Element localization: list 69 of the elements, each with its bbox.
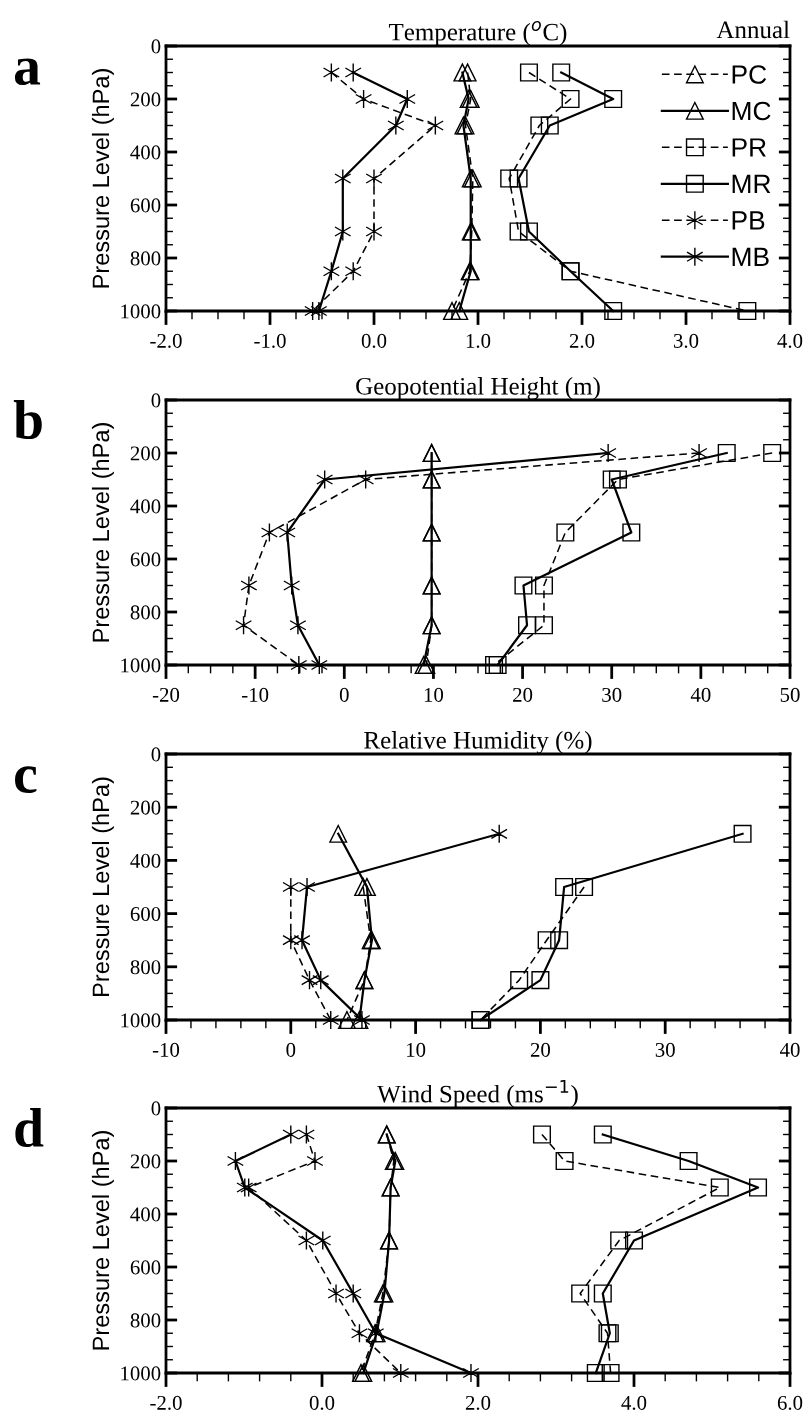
x-tick-label: 0.0 — [361, 333, 387, 348]
y-tick-label: 200 — [130, 800, 161, 815]
x-tick-label: 1.0 — [466, 333, 491, 348]
x-tick-label: 6.0 — [777, 1395, 803, 1410]
x-tick-label: 0.0 — [309, 1395, 335, 1410]
x-tick-label: 2.0 — [569, 333, 595, 348]
x-tick-label: 2.0 — [465, 1395, 491, 1410]
y-tick-label: 800 — [130, 1313, 161, 1328]
legend-label: PR — [732, 138, 766, 157]
y-tick-label: 200 — [130, 92, 161, 107]
y-tick-label: 0 — [151, 1101, 161, 1116]
y-tick-label: 200 — [130, 446, 161, 461]
text: a — [14, 58, 41, 86]
x-tick-label: 0 — [286, 1042, 296, 1057]
text: d — [15, 1108, 44, 1148]
x-tick-label: 10 — [407, 1042, 426, 1057]
y-tick-label: 0 — [151, 39, 161, 54]
text: c — [15, 766, 37, 794]
x-tick-label: 40 — [779, 1042, 800, 1057]
chart-title: Relative Humidity (%) — [364, 731, 592, 754]
x-tick-label: -10 — [152, 1042, 180, 1057]
y-tick-label: 600 — [130, 198, 161, 213]
x-tick-label: 30 — [655, 1042, 675, 1057]
x-tick-label: -20 — [152, 687, 180, 702]
y-axis-title: Pressure Level (hPa) — [91, 777, 114, 996]
text: Annual — [716, 20, 790, 39]
y-tick-label: 0 — [151, 747, 161, 762]
y-tick-label: 1000 — [121, 658, 161, 673]
x-tick-label: -2.0 — [150, 333, 182, 348]
y-tick-label: 800 — [130, 960, 161, 975]
y-tick-label: 1000 — [121, 304, 161, 319]
legend-label: MC — [732, 101, 771, 121]
x-tick-label: -10 — [242, 687, 269, 702]
legend-label: PC — [732, 65, 767, 84]
y-tick-label: 600 — [130, 1260, 161, 1275]
legend-label: MB — [732, 247, 769, 266]
x-tick-label: 40 — [690, 687, 711, 702]
y-tick-label: 1000 — [121, 1013, 161, 1028]
x-tick-label: -2.0 — [150, 1395, 182, 1410]
chart-title: Geopotential Height (m) — [356, 377, 600, 400]
y-tick-label: 400 — [130, 499, 161, 514]
y-tick-label: 600 — [130, 906, 161, 922]
y-tick-label: 0 — [151, 393, 161, 408]
y-tick-label: 1000 — [121, 1366, 161, 1381]
y-axis-title: Pressure Level (hPa) — [91, 69, 114, 288]
x-tick-label: 20 — [530, 1042, 551, 1057]
y-tick-label: 800 — [130, 251, 161, 266]
y-axis-title: Pressure Level (hPa) — [91, 423, 114, 642]
y-tick-label: 400 — [130, 145, 161, 160]
x-tick-label: 4.0 — [621, 1395, 647, 1410]
legend-label: MR — [732, 174, 771, 194]
legend-label: PB — [732, 211, 765, 230]
chart-title: Temperature ($^{o}$C) — [388, 20, 567, 46]
x-tick-label: -1.0 — [254, 333, 286, 348]
y-tick-label: 800 — [130, 605, 161, 620]
y-axis-title: Pressure Level (hPa) — [91, 1131, 114, 1350]
chart-title: Wind Speed (ms$^{−1}$) — [377, 1079, 578, 1108]
x-tick-label: 10 — [424, 687, 444, 702]
y-tick-label: 400 — [130, 1207, 161, 1222]
text: b — [13, 400, 42, 440]
y-tick-label: 600 — [130, 552, 161, 567]
x-tick-label: 50 — [780, 687, 800, 702]
y-tick-label: 400 — [130, 853, 161, 868]
y-tick-label: 200 — [130, 1154, 161, 1169]
x-tick-label: 3.0 — [673, 333, 699, 348]
x-tick-label: 30 — [602, 687, 622, 702]
x-tick-label: 4.0 — [777, 333, 803, 348]
x-tick-label: 0 — [339, 687, 349, 702]
x-tick-label: 20 — [513, 687, 533, 702]
